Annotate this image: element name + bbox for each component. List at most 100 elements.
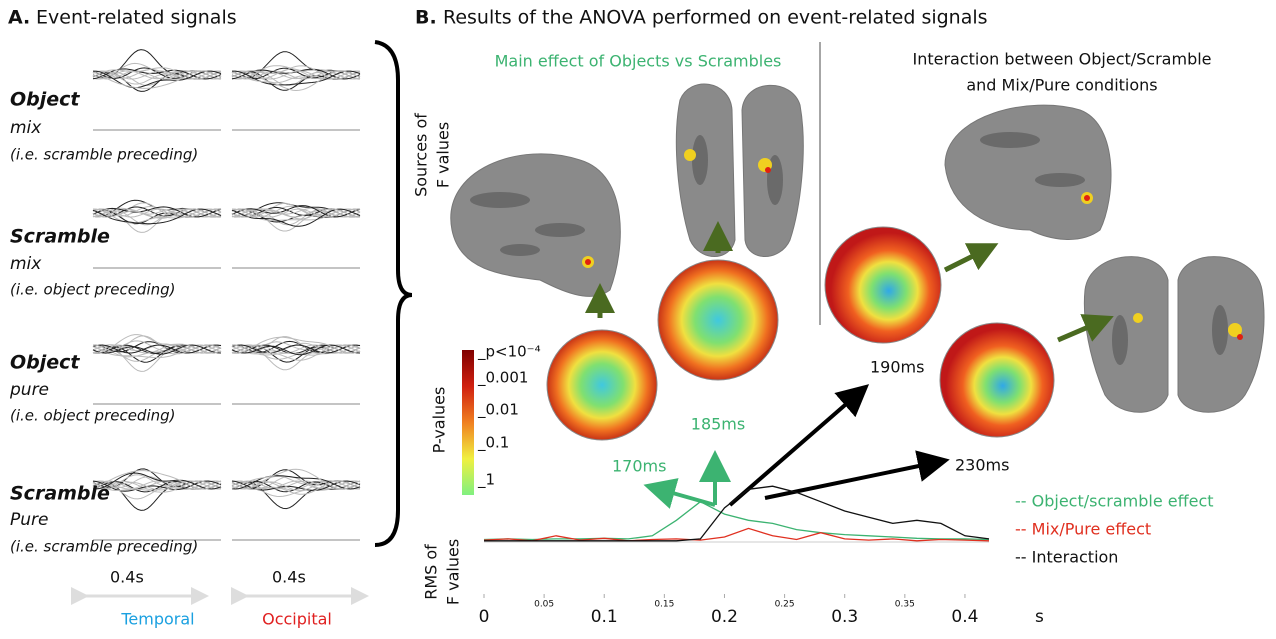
brain-ventral bbox=[1083, 256, 1265, 413]
trace bbox=[92, 472, 222, 490]
x-tick-label: 0.1 bbox=[591, 607, 618, 627]
colorbar bbox=[462, 350, 474, 495]
trace bbox=[92, 70, 222, 89]
brain-lateral bbox=[450, 153, 621, 297]
eeg-traces bbox=[92, 49, 361, 541]
label: mix bbox=[10, 118, 42, 138]
trace bbox=[231, 208, 361, 218]
x-tick-label: 0.3 bbox=[831, 607, 858, 627]
trace bbox=[92, 344, 222, 359]
trace bbox=[231, 208, 361, 227]
trace bbox=[92, 68, 222, 80]
label: _0.001 bbox=[477, 369, 528, 388]
label: Pure bbox=[10, 510, 48, 530]
trace bbox=[231, 480, 361, 491]
label: pure bbox=[9, 380, 49, 400]
x-tick-label: 0.05 bbox=[534, 600, 554, 610]
trace bbox=[92, 480, 222, 491]
label: RMS of bbox=[422, 544, 441, 600]
label: 190ms bbox=[870, 358, 924, 377]
label: _0.01 bbox=[477, 401, 519, 420]
label: mix bbox=[10, 254, 42, 274]
trace bbox=[231, 70, 361, 80]
trace bbox=[231, 68, 361, 80]
label: 0.4s bbox=[110, 568, 144, 587]
label: F values bbox=[434, 122, 453, 188]
trace bbox=[92, 344, 222, 355]
trace bbox=[231, 468, 361, 490]
legend-entry: -- Interaction bbox=[1015, 548, 1118, 567]
brain-lateral bbox=[944, 104, 1112, 240]
label: Results of the ANOVA performed on event-… bbox=[443, 7, 988, 29]
time-arrows bbox=[643, 384, 950, 509]
trace bbox=[92, 334, 222, 354]
trace bbox=[231, 475, 361, 490]
trace bbox=[231, 344, 361, 361]
x-tick-label: 0.25 bbox=[775, 600, 795, 610]
trace bbox=[92, 470, 222, 490]
trace bbox=[231, 469, 361, 489]
legend-entry: -- Mix/Pure effect bbox=[1015, 520, 1151, 539]
series-line bbox=[483, 527, 990, 542]
x-tick-label: 0.15 bbox=[654, 600, 674, 610]
label: 185ms bbox=[691, 415, 745, 434]
trace bbox=[232, 70, 361, 86]
label: (i.e. object preceding) bbox=[10, 407, 176, 425]
x-unit: s bbox=[1035, 607, 1044, 627]
trace bbox=[92, 70, 222, 80]
brain-ventral bbox=[675, 83, 804, 257]
trace bbox=[231, 208, 361, 221]
trace bbox=[231, 480, 361, 510]
label: A. bbox=[8, 7, 30, 29]
trace bbox=[231, 70, 361, 91]
trace bbox=[92, 70, 222, 80]
label: 170ms bbox=[612, 457, 666, 476]
label: (i.e. scramble preceding) bbox=[10, 146, 198, 164]
label: Scramble bbox=[10, 483, 110, 505]
trace bbox=[92, 67, 222, 80]
trace bbox=[92, 208, 222, 218]
trace bbox=[231, 70, 361, 80]
series-line bbox=[483, 500, 990, 541]
trace bbox=[92, 70, 222, 89]
arrows bbox=[585, 221, 1114, 343]
x-tick-label: 0.4 bbox=[951, 607, 978, 627]
trace bbox=[231, 65, 361, 80]
label: Interaction between Object/Scramble bbox=[912, 50, 1211, 69]
trace bbox=[231, 336, 361, 354]
label: Sources of bbox=[412, 113, 431, 197]
trace bbox=[231, 480, 361, 495]
trace bbox=[231, 70, 361, 92]
label: Object bbox=[10, 352, 80, 374]
trace bbox=[231, 205, 361, 218]
trace bbox=[92, 208, 222, 225]
label: Temporal bbox=[120, 610, 194, 629]
label: and Mix/Pure conditions bbox=[966, 76, 1157, 95]
label: 0.4s bbox=[272, 568, 306, 587]
label: Scramble bbox=[10, 226, 110, 248]
legend-entry: -- Object/scramble effect bbox=[1015, 492, 1214, 511]
label: 230ms bbox=[955, 456, 1009, 475]
trace bbox=[92, 70, 222, 80]
label: Main effect of Objects vs Scrambles bbox=[495, 52, 782, 71]
x-tick-label: 0 bbox=[479, 607, 490, 627]
label: _p<10⁻⁴ bbox=[477, 343, 541, 362]
label: (i.e. scramble preceding) bbox=[10, 538, 198, 556]
trace bbox=[92, 206, 222, 218]
label: Event-related signals bbox=[36, 7, 237, 29]
label: _1 bbox=[477, 471, 495, 490]
trace bbox=[92, 480, 222, 490]
series-line bbox=[484, 485, 990, 542]
label: (i.e. object preceding) bbox=[10, 281, 176, 299]
brace bbox=[374, 40, 413, 547]
trace bbox=[92, 480, 222, 492]
trace bbox=[231, 480, 361, 491]
gyri bbox=[470, 132, 1228, 365]
decorations bbox=[71, 40, 1265, 605]
topomaps bbox=[546, 226, 1055, 441]
trace bbox=[231, 344, 361, 356]
trace bbox=[92, 208, 222, 219]
label: P-values bbox=[430, 387, 449, 454]
label: _0.1 bbox=[477, 434, 509, 453]
